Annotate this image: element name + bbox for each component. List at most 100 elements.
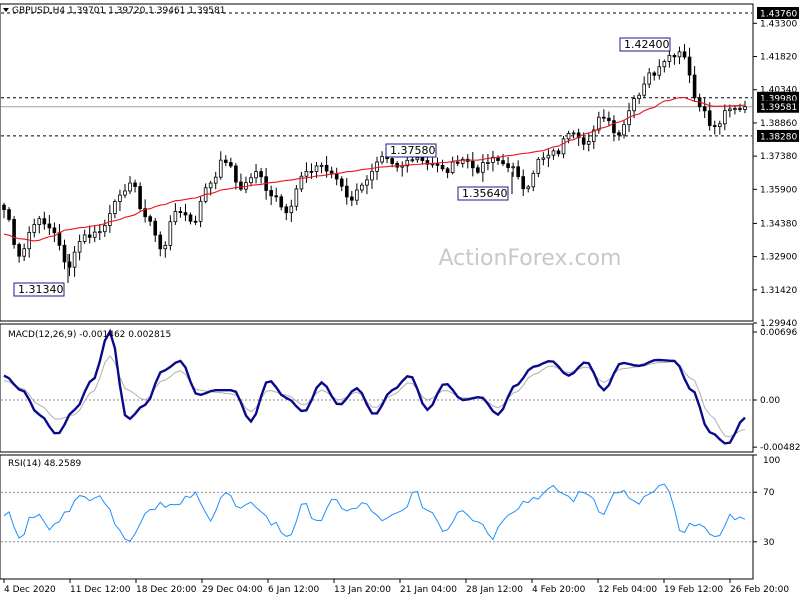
candle <box>440 159 445 172</box>
annotation-label: 1.35640 <box>462 187 508 200</box>
rsi-axis: 100 70 30 <box>753 454 780 548</box>
candle <box>304 162 309 183</box>
candle-body <box>440 164 445 170</box>
candle-body <box>153 220 158 236</box>
candle-body <box>123 190 127 196</box>
candle-body <box>430 163 435 166</box>
price-tick-label: 1.29940 <box>760 319 797 329</box>
candle <box>118 189 122 212</box>
dropdown-triangle-icon[interactable] <box>3 8 9 12</box>
candle-body <box>259 171 263 178</box>
candle <box>733 106 737 115</box>
candle <box>229 157 233 168</box>
macd-tick-label: 0.00 <box>760 396 780 406</box>
candle <box>324 155 329 178</box>
candle-body <box>239 181 243 190</box>
candle-body <box>274 195 279 198</box>
candle-body <box>249 177 253 184</box>
moving-average-line <box>3 96 746 242</box>
candle-body <box>82 234 87 242</box>
candle-body <box>168 221 173 246</box>
candle <box>652 71 657 81</box>
candle-body <box>445 168 450 173</box>
candle-body <box>491 156 495 163</box>
candle <box>314 162 319 178</box>
price-annotation: 1.42400 <box>619 37 671 52</box>
candle-body <box>551 150 556 156</box>
candle-body <box>163 245 168 250</box>
price-tick-label: 1.40340 <box>760 86 797 96</box>
candle <box>234 163 238 190</box>
candle <box>521 169 526 197</box>
time-tick-label: 11 Dec 12:00 <box>70 585 131 595</box>
candle-body <box>707 110 712 126</box>
candle-body <box>702 106 707 112</box>
price-tick-label: 1.35900 <box>760 185 797 195</box>
candle-body <box>360 184 364 191</box>
candle <box>637 92 641 104</box>
candle <box>87 225 92 244</box>
macd-panel-frame <box>0 323 754 453</box>
candle-body <box>143 208 147 218</box>
candle <box>450 156 455 175</box>
candle-body <box>455 161 460 164</box>
candle-body <box>7 209 11 220</box>
candle <box>647 68 652 89</box>
candle <box>486 153 490 171</box>
macd-line <box>3 328 746 445</box>
candle <box>355 183 359 205</box>
candle <box>602 109 606 122</box>
candle <box>344 177 349 205</box>
price-level-tag-label: 1.43760 <box>760 10 797 20</box>
time-tick-label: 21 Jan 04:00 <box>400 585 457 595</box>
price-level-tag-box <box>757 7 799 19</box>
candle-body <box>42 218 47 225</box>
candle-body <box>637 94 641 99</box>
candle <box>481 154 485 182</box>
candle-body <box>597 116 601 131</box>
candle-body <box>289 205 294 214</box>
candle <box>541 152 546 166</box>
candle <box>728 104 732 118</box>
candle-body <box>566 133 571 140</box>
annotation-label: 1.31340 <box>18 283 64 296</box>
candle-body <box>17 244 21 257</box>
rsi-line <box>3 483 746 542</box>
chart-header: GBPUSD,H4 1.39701 1.39720 1.39461 1.3958… <box>3 6 225 16</box>
candle-body <box>355 189 359 201</box>
candle-body <box>299 175 304 190</box>
candle <box>259 167 263 184</box>
candle-body <box>511 166 515 169</box>
candle-body <box>546 154 551 159</box>
candle-body <box>158 234 163 250</box>
annotation-box <box>13 282 65 297</box>
candle <box>526 184 531 193</box>
candle-body <box>148 216 152 222</box>
time-tick-label: 19 Feb 12:00 <box>664 585 723 595</box>
candle-body <box>113 201 117 215</box>
candle-body <box>516 166 520 178</box>
candle-body <box>284 206 289 214</box>
candle <box>375 156 379 180</box>
candle <box>52 222 57 243</box>
candle-body <box>208 182 213 189</box>
candle-body <box>486 162 490 164</box>
candle-body <box>662 61 667 68</box>
candle-body <box>612 120 616 134</box>
candle-body <box>223 159 228 163</box>
candle-body <box>410 159 415 162</box>
candle <box>7 207 11 222</box>
candle <box>692 65 697 102</box>
candle-body <box>77 241 82 253</box>
annotation-label: 1.37580 <box>390 144 436 157</box>
candle-body <box>652 72 657 76</box>
time-tick-label: 18 Dec 20:00 <box>136 585 197 595</box>
candle <box>339 176 344 192</box>
candle <box>284 204 289 221</box>
candle-body <box>521 176 526 190</box>
price-level-tag-box <box>757 100 799 113</box>
candle-body <box>642 83 646 96</box>
chart-header-text: GBPUSD,H4 1.39701 1.39720 1.39461 1.3958… <box>12 6 225 16</box>
price-levels <box>1 12 752 137</box>
